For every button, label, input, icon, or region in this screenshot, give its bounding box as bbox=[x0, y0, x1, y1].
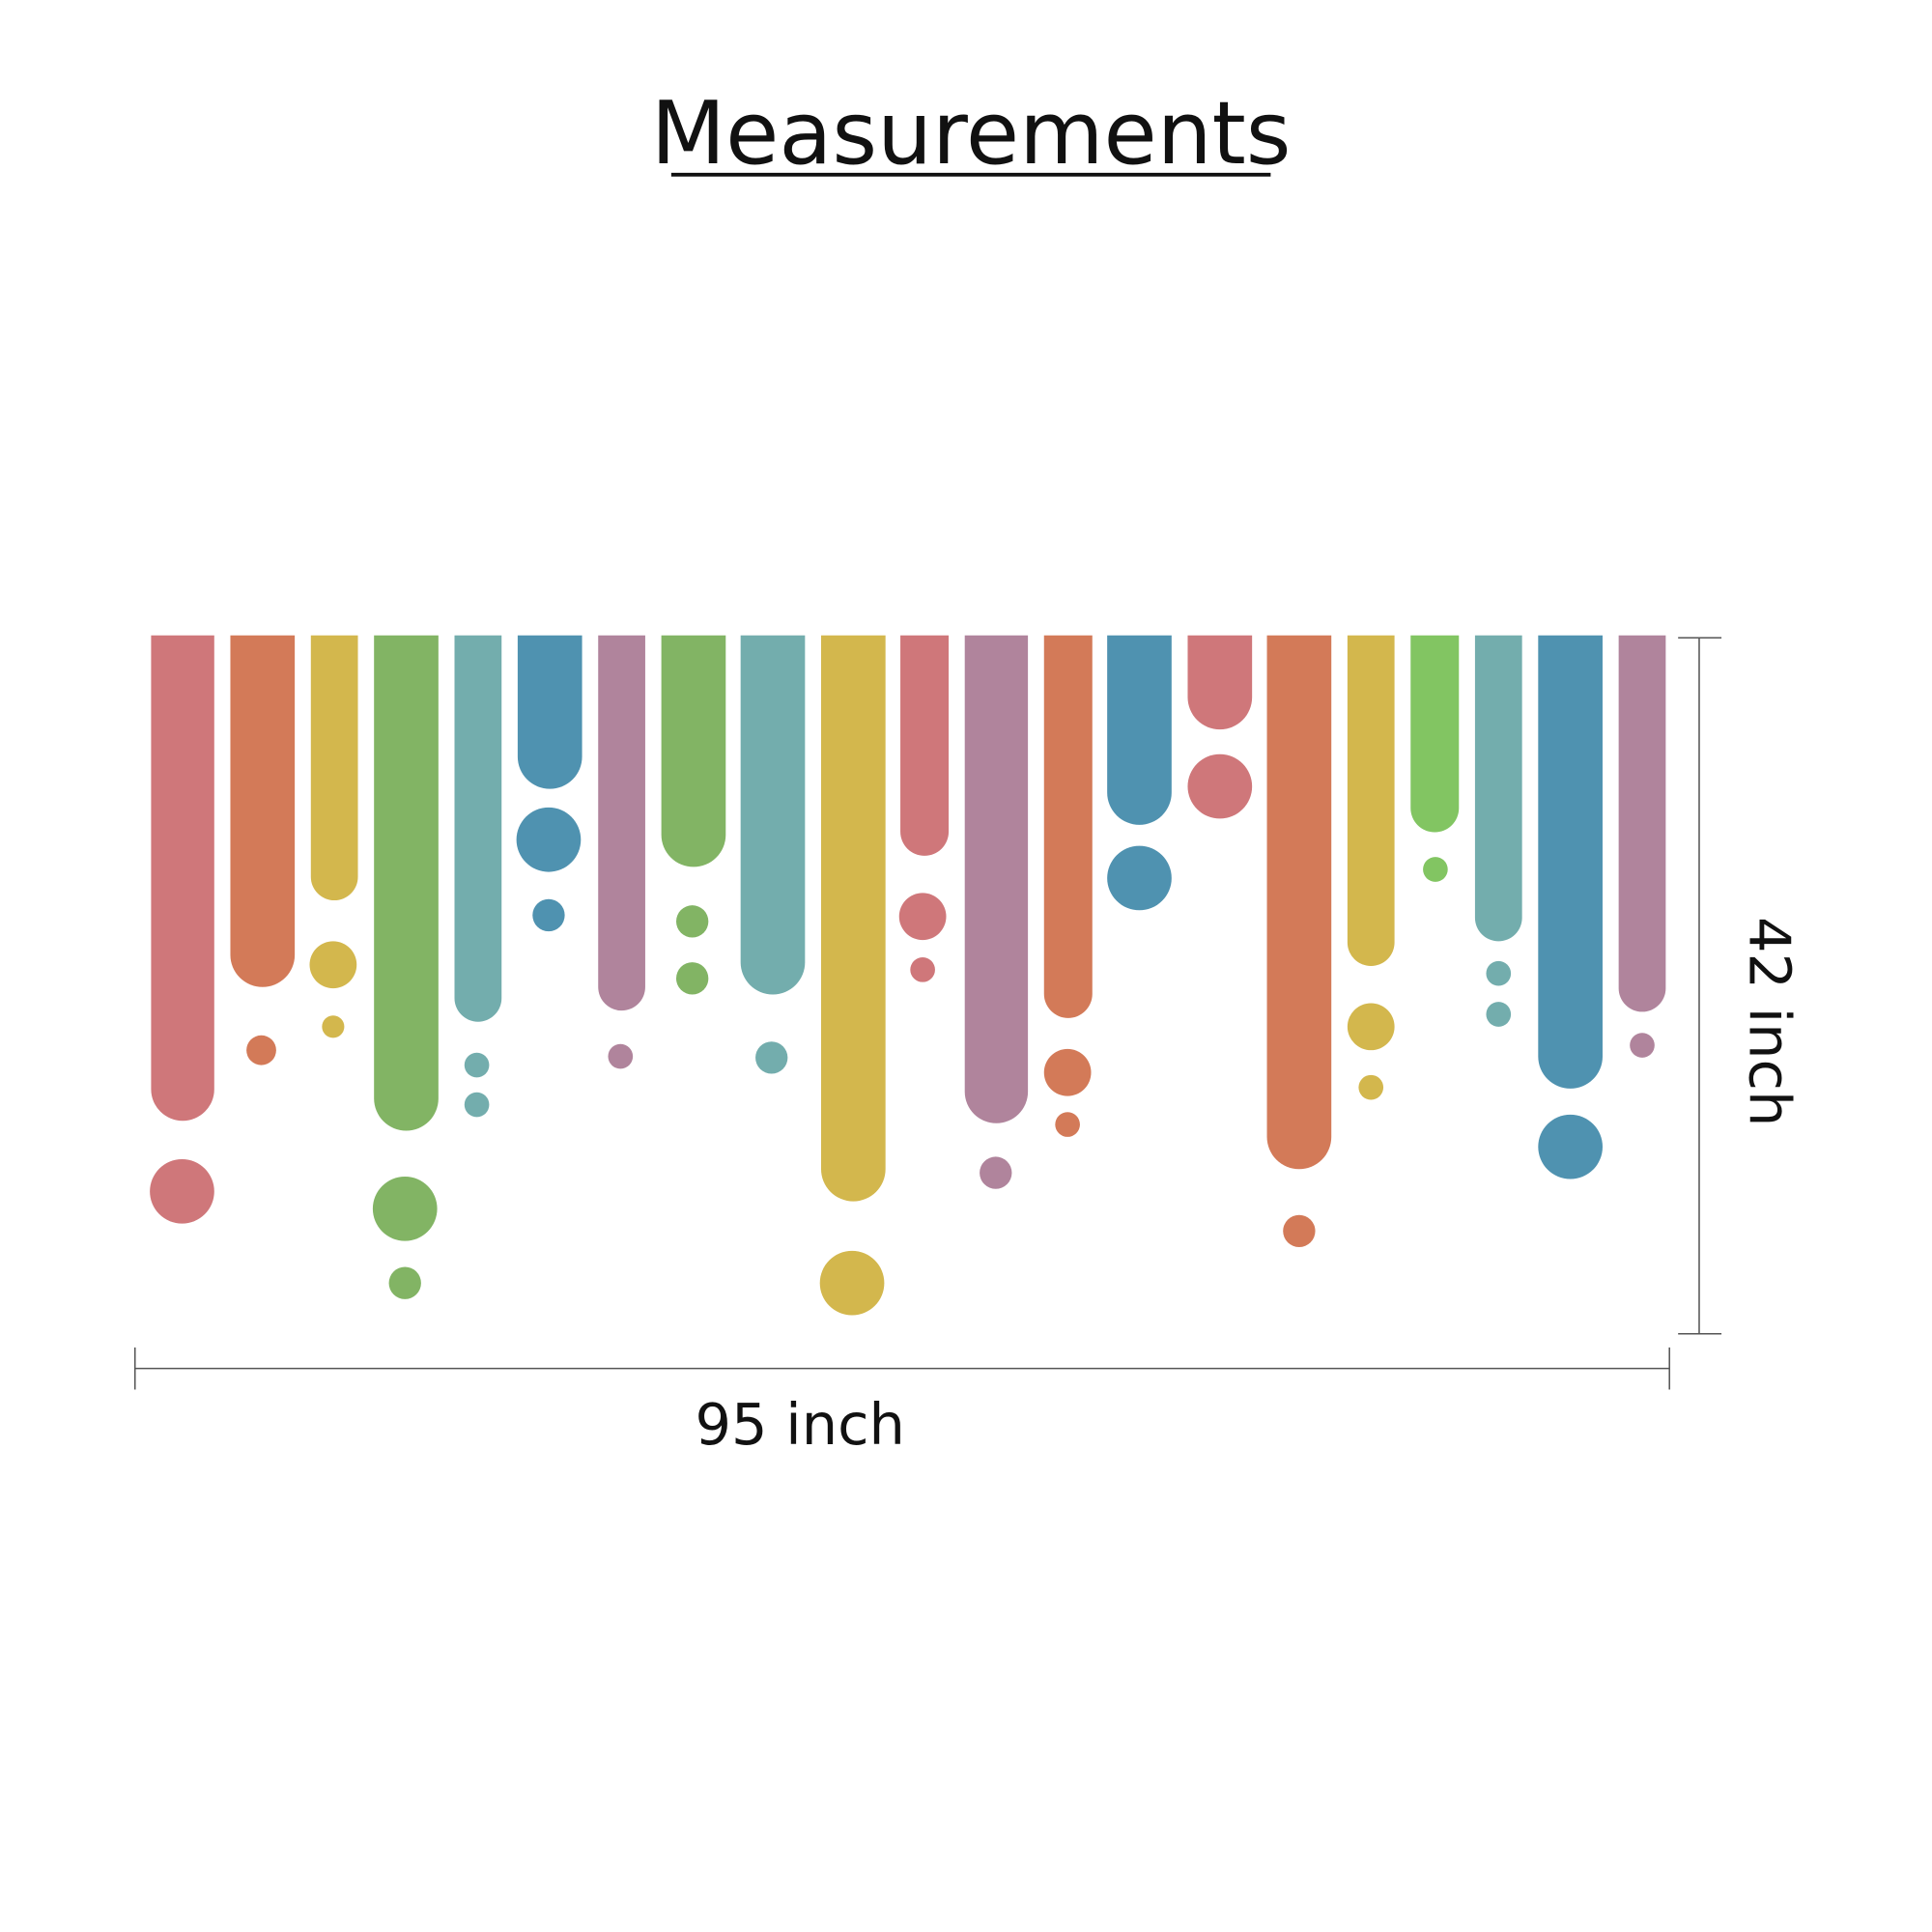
decal-bar bbox=[151, 635, 214, 1122]
title: Measurements bbox=[651, 84, 1292, 185]
decal-dot bbox=[1347, 1003, 1395, 1051]
decal-dot bbox=[1486, 1002, 1512, 1027]
decal-dot bbox=[1630, 1033, 1655, 1058]
decal-dot bbox=[1358, 1074, 1384, 1100]
decal-dot bbox=[1043, 1048, 1092, 1096]
decal-bar bbox=[740, 635, 806, 995]
decal-dot bbox=[246, 1035, 276, 1065]
decal-dot bbox=[1486, 960, 1512, 986]
width-label: 95 inch bbox=[696, 1391, 905, 1458]
decal-dot bbox=[1423, 857, 1448, 882]
decal-dot bbox=[676, 905, 709, 938]
decal-bar bbox=[517, 635, 582, 789]
decal-dot bbox=[910, 957, 935, 982]
decal-bar bbox=[1266, 635, 1332, 1170]
decal-dot bbox=[516, 807, 582, 872]
decal-dot bbox=[608, 1043, 634, 1069]
decal-bar bbox=[1187, 635, 1253, 730]
decal-bar bbox=[1043, 635, 1093, 1018]
decal-bar bbox=[1347, 635, 1395, 966]
height-label: 42 inch bbox=[1737, 917, 1804, 1126]
decal-bar bbox=[230, 635, 296, 987]
decal-dot bbox=[372, 1176, 438, 1241]
decal-dot bbox=[322, 1015, 345, 1038]
decal-bar bbox=[1107, 635, 1172, 825]
decal-dot bbox=[388, 1266, 421, 1299]
decal-dot bbox=[532, 898, 565, 932]
decal-dot bbox=[1055, 1112, 1080, 1137]
decal-dot bbox=[819, 1250, 885, 1316]
decal-dot bbox=[980, 1156, 1012, 1189]
decal-dot bbox=[1187, 753, 1253, 819]
decal-bar bbox=[821, 635, 886, 1202]
decal-bar bbox=[1474, 635, 1522, 942]
decal-art bbox=[150, 635, 1666, 1316]
decal-dot bbox=[898, 893, 947, 941]
decal-dot bbox=[755, 1041, 788, 1074]
decal-bar bbox=[964, 635, 1029, 1123]
decal-dot bbox=[1107, 845, 1172, 911]
decal-bar bbox=[1410, 635, 1460, 833]
decal-bar bbox=[1538, 635, 1603, 1089]
decal-bar bbox=[900, 635, 950, 856]
decal-dot bbox=[676, 962, 709, 995]
decal-dot bbox=[464, 1092, 490, 1118]
decal-dot bbox=[150, 1159, 214, 1224]
decal-dot bbox=[464, 1052, 490, 1078]
width-dimension bbox=[133, 1347, 1670, 1390]
decal-bar bbox=[454, 635, 502, 1022]
decal-dot bbox=[1538, 1114, 1603, 1179]
decal-bar bbox=[310, 635, 358, 901]
decal-bar bbox=[598, 635, 645, 1011]
decal-dot bbox=[1283, 1214, 1316, 1248]
decal-dot bbox=[309, 941, 357, 989]
decal-bar bbox=[661, 635, 726, 867]
decal-bar bbox=[374, 635, 439, 1131]
decal-bar bbox=[1618, 635, 1666, 1012]
height-dimension bbox=[1678, 637, 1722, 1335]
